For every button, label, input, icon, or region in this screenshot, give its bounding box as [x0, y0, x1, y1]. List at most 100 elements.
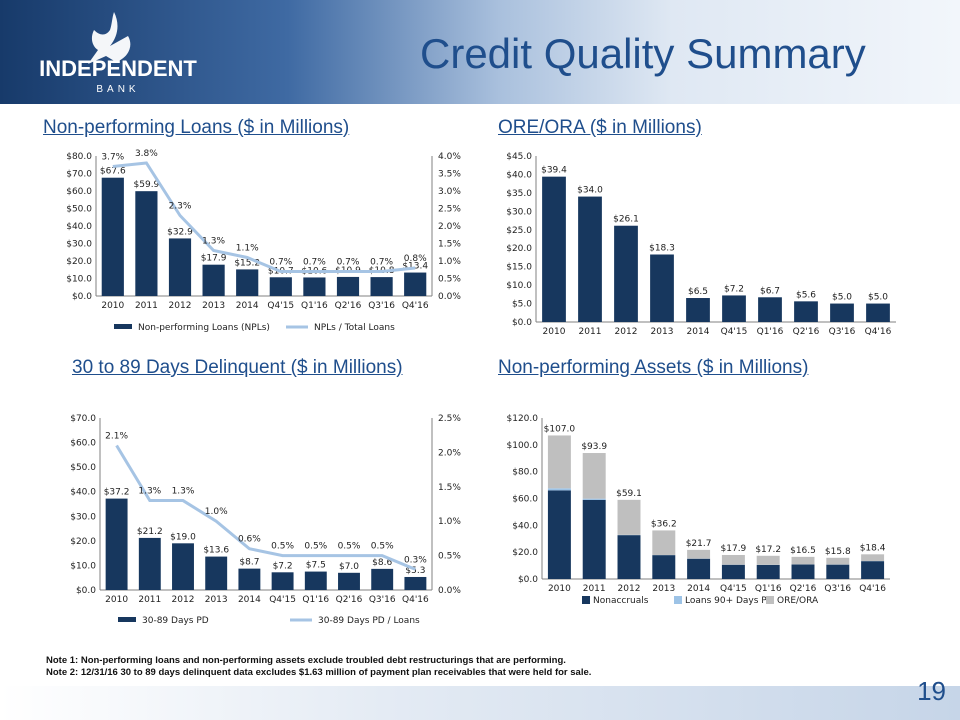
data-label: $59.1 — [616, 489, 642, 499]
line-label: 0.5% — [271, 542, 294, 552]
x-tick-label: Q4'15 — [720, 584, 747, 594]
x-tick-label: Q4'15 — [721, 327, 748, 337]
bar — [271, 572, 294, 590]
data-label: $17.9 — [721, 544, 747, 554]
x-tick-label: Q2'16 — [793, 327, 820, 337]
x-tick-label: 2012 — [618, 584, 641, 594]
ratio-line — [112, 161, 416, 273]
x-tick-label: 2012 — [615, 327, 638, 337]
y-tick-label: $60.0 — [66, 187, 92, 197]
data-label: $15.8 — [825, 547, 851, 557]
line-label: 0.7% — [337, 258, 360, 268]
bar-segment — [617, 535, 641, 579]
y-tick-label: $60.0 — [512, 495, 538, 505]
legend-label: 30-89 Days PD — [142, 616, 209, 626]
x-tick-label: Q4'16 — [402, 595, 429, 605]
data-label: $15.2 — [234, 258, 260, 268]
data-label: $26.1 — [613, 215, 639, 225]
x-tick-label: Q1'16 — [302, 595, 329, 605]
bar-segment — [756, 555, 780, 565]
legend-label: ORE/ORA — [777, 596, 819, 606]
line-label: 2.1% — [105, 432, 128, 442]
line-label: 0.7% — [370, 258, 393, 268]
y-tick-label: $40.0 — [512, 521, 538, 531]
bar-segment — [617, 499, 641, 535]
y2-tick-label: 4.0% — [438, 152, 461, 162]
x-tick-label: 2014 — [687, 584, 710, 594]
x-tick-label: 2014 — [236, 301, 259, 311]
y-tick-label: $120.0 — [507, 414, 539, 424]
y2-tick-label: 3.0% — [438, 187, 461, 197]
y-tick-label: $30.0 — [506, 207, 532, 217]
x-tick-label: 2011 — [138, 595, 161, 605]
npa-chart-title: Non-performing Assets ($ in Millions) — [498, 357, 809, 378]
y2-tick-label: 2.0% — [438, 448, 461, 458]
bar — [304, 571, 327, 590]
bar — [336, 276, 360, 296]
y-tick-label: $20.0 — [512, 548, 538, 558]
bar-segment — [687, 549, 711, 559]
bar-segment — [652, 530, 676, 555]
x-tick-label: 2014 — [238, 595, 261, 605]
line-label: 1.0% — [205, 507, 228, 517]
line-label: 0.5% — [304, 542, 327, 552]
x-tick-label: Q2'16 — [336, 595, 363, 605]
y2-tick-label: 0.5% — [438, 552, 461, 562]
data-label: $93.9 — [581, 442, 607, 452]
line-label: 2.3% — [169, 202, 192, 212]
bar — [238, 568, 261, 590]
y-tick-label: $40.0 — [506, 170, 532, 180]
y2-tick-label: 0.5% — [438, 275, 461, 285]
y-tick-label: $15.0 — [506, 263, 532, 273]
line-label: 0.7% — [303, 258, 326, 268]
data-label: $32.9 — [167, 227, 193, 237]
legend-label: Loans 90+ Days PD — [685, 596, 774, 606]
x-tick-label: 2011 — [579, 327, 602, 337]
data-label: $34.0 — [577, 186, 603, 196]
header-band — [0, 0, 960, 104]
bar — [794, 301, 818, 322]
bar — [105, 498, 128, 590]
y-tick-label: $10.0 — [70, 561, 96, 571]
bar — [722, 295, 746, 322]
x-tick-label: Q4'16 — [859, 584, 886, 594]
y2-tick-label: 2.5% — [438, 205, 461, 215]
data-label: $7.2 — [273, 561, 293, 571]
data-label: $5.0 — [832, 293, 852, 303]
legend-swatch-bar — [114, 324, 132, 329]
legend-swatch — [766, 596, 774, 604]
x-tick-label: 2013 — [651, 327, 674, 337]
y-tick-label: $30.0 — [66, 240, 92, 250]
x-tick-label: Q3'16 — [369, 595, 396, 605]
page-title: Credit Quality Summary — [420, 30, 866, 77]
data-label: $13.4 — [402, 262, 428, 272]
x-tick-label: Q4'15 — [267, 301, 294, 311]
legend-label: Non-performing Loans (NPLs) — [138, 323, 270, 333]
data-label: $19.0 — [170, 532, 196, 542]
bar-segment — [582, 499, 606, 579]
data-label: $17.9 — [201, 254, 227, 264]
y-tick-label: $0.0 — [72, 292, 92, 302]
y-tick-label: $50.0 — [66, 205, 92, 215]
y-tick-label: $10.0 — [66, 275, 92, 285]
bar-segment — [687, 558, 711, 579]
x-tick-label: 2010 — [101, 301, 124, 311]
x-tick-label: Q3'16 — [829, 327, 856, 337]
data-label: $5.6 — [796, 290, 816, 300]
data-label: $18.4 — [860, 543, 886, 553]
bar — [830, 303, 854, 322]
y-tick-label: $80.0 — [512, 468, 538, 478]
x-tick-label: 2012 — [172, 595, 195, 605]
y-tick-label: $50.0 — [70, 463, 96, 473]
line-label: 0.8% — [404, 254, 427, 264]
bar — [236, 269, 259, 296]
line-label: 3.7% — [101, 153, 124, 163]
bar-segment — [547, 488, 571, 491]
footer-band — [0, 686, 960, 720]
data-label: $18.3 — [649, 243, 675, 253]
y2-tick-label: 0.0% — [438, 586, 461, 596]
line-label: 0.5% — [371, 542, 394, 552]
y-tick-label: $35.0 — [506, 189, 532, 199]
